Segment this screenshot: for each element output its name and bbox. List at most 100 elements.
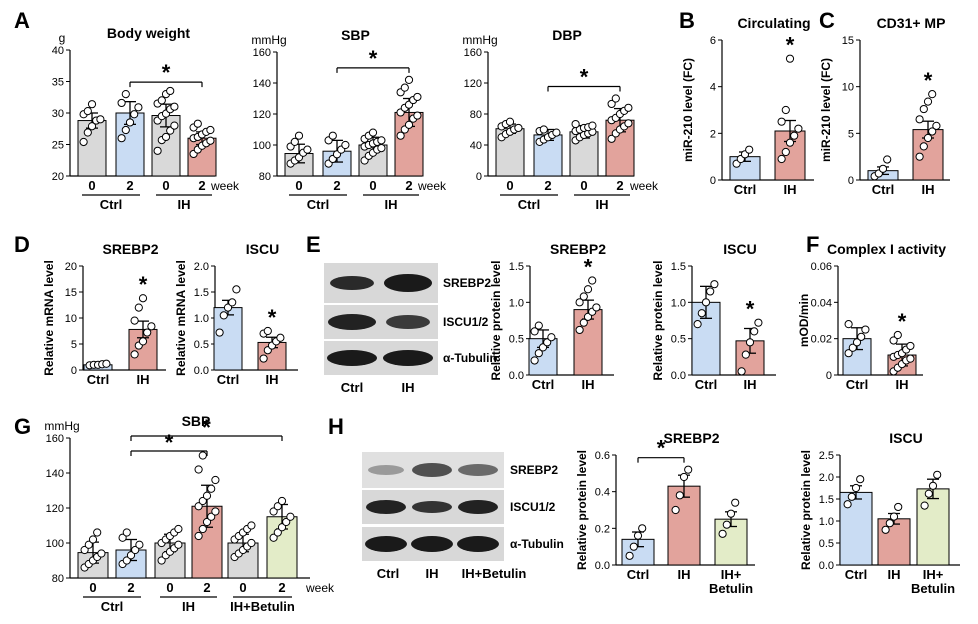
data-point (894, 502, 903, 512)
chart-title: ISCU (723, 241, 756, 257)
group-label: IH (385, 197, 398, 212)
data-point (794, 124, 803, 133)
y-tick-label: 0.5 (671, 334, 686, 346)
y-tick-label: 0.06 (811, 261, 832, 273)
data-point (932, 121, 941, 130)
chart-title: SREBP2 (550, 241, 606, 257)
data-point (737, 367, 746, 376)
chart-title: Circulating (737, 15, 810, 31)
data-point (579, 292, 588, 301)
data-point (857, 332, 866, 341)
data-point (722, 520, 731, 529)
chart-title: ISCU (889, 430, 922, 446)
data-point (777, 154, 786, 164)
data-point (121, 90, 130, 99)
chart-c: 0 5 10 15 CD31+ MP miR-210 level (FC) Ctrl IH * (819, 15, 950, 197)
x-tick-label: Ctrl (217, 372, 239, 387)
data-point (684, 465, 693, 474)
x-tick-label: Ctrl (845, 567, 867, 582)
data-point (893, 330, 902, 340)
data-point (889, 336, 898, 345)
blot-band (330, 276, 374, 290)
x-tick-label: 2 (203, 580, 210, 595)
data-point (83, 128, 92, 137)
x-tick-label: 0 (239, 580, 246, 595)
data-point (693, 320, 702, 329)
data-point (889, 512, 899, 521)
data-point (118, 533, 127, 542)
x-tick-label: 0 (89, 580, 96, 595)
y-tick-label: 10 (842, 82, 854, 94)
data-point (117, 98, 126, 108)
sig-star: * (139, 272, 148, 297)
data-point (741, 350, 750, 359)
blot-label-srebp2: SREBP2 (443, 276, 491, 290)
data-point (679, 472, 689, 482)
data-point (143, 328, 152, 337)
y-axis-label: Relative protein level (799, 450, 813, 570)
data-point (269, 533, 278, 542)
x-tick-label: IH (744, 377, 757, 392)
data-point (276, 333, 285, 342)
y-tick-label: 2.0 (819, 472, 834, 484)
data-point (923, 97, 933, 106)
data-point (211, 475, 220, 485)
panel-label-f: F (806, 232, 819, 257)
chart-title: SREBP2 (663, 430, 719, 446)
y-tick-label: 0.5 (194, 339, 209, 351)
x-tick-label: Ctrl (734, 182, 756, 197)
y-unit: mmHg (251, 33, 286, 47)
data-point (273, 528, 282, 537)
data-point (377, 144, 386, 153)
data-point (701, 298, 711, 307)
sig-star: * (746, 297, 755, 322)
y-tick-label: 120 (46, 503, 64, 515)
data-point (920, 501, 929, 510)
data-point (624, 119, 633, 128)
x-tick-label: 2 (616, 178, 623, 193)
data-point (198, 496, 207, 506)
x-tick-label: Ctrl (87, 372, 109, 387)
x-tick-label: 2 (333, 178, 340, 193)
y-tick-label: 80 (470, 109, 482, 121)
y-unit: mmHg (44, 419, 79, 433)
y-axis-label: miR-210 level (FC) (819, 58, 833, 162)
y-tick-label: 0.2 (595, 523, 610, 535)
panel-label-b: B (679, 8, 695, 33)
blot-label-tubulin: α-Tubulin (510, 537, 564, 551)
data-point (377, 136, 386, 145)
data-point (202, 491, 212, 500)
data-point (785, 54, 795, 63)
chart-a2: 80 100 120 140 160 SBP mmHg 0 2 0 2 Ctrl IH week * (251, 27, 447, 212)
chart-f: 0 0.02 0.04 0.06 Complex I activity mOD/min Ct… (797, 241, 946, 392)
data-point (579, 318, 588, 327)
chart-title: SBP (341, 27, 370, 43)
data-point (194, 465, 203, 474)
data-point (530, 327, 539, 336)
y-tick-label: 0.0 (819, 560, 834, 572)
data-point (726, 509, 736, 518)
group-label: IH (596, 197, 609, 212)
data-point (194, 531, 203, 541)
data-point (286, 512, 295, 521)
data-point (206, 136, 215, 145)
sig-star: * (898, 309, 907, 334)
y-tick-label: 120 (464, 78, 482, 90)
y-tick-label: 0.4 (595, 487, 610, 499)
blot-label-iscu: ISCU1/2 (443, 315, 489, 329)
blot-panel-e: SREBP2 ISCU1/2 α-Tubulin Ctrl IH (324, 263, 497, 395)
chart-g: 80 100 120 140 160 SBP mmHg 0 2 0 2 0 2 Ctrl IH IH+Betu… (44, 413, 335, 614)
chart-title: Complex I activity (827, 241, 946, 257)
y-tick-label: 30 (52, 108, 64, 120)
data-point (413, 111, 422, 120)
data-point (294, 131, 304, 140)
y-tick-label: 2.5 (819, 450, 834, 462)
data-point (785, 138, 795, 147)
x-tick-label: IH (582, 377, 595, 392)
data-point (122, 556, 131, 565)
y-tick-label: 1.5 (194, 287, 209, 299)
blot-lane-ctrl: Ctrl (341, 380, 363, 395)
x-tick-label: 2 (126, 178, 133, 193)
y-tick-label: 5 (71, 339, 77, 351)
data-point (505, 117, 515, 126)
